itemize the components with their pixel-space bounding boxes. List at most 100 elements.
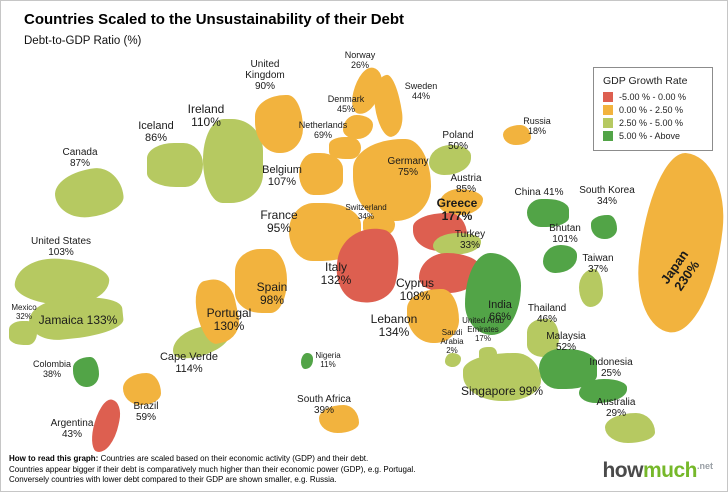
country-name: Russia — [523, 116, 551, 126]
country-name: Italy — [324, 260, 347, 274]
country-debt-value: 37% — [587, 264, 608, 276]
country-name: United States — [30, 236, 92, 247]
country-shape-japan — [631, 149, 727, 337]
country-label-turkey: Turkey 33% — [447, 229, 493, 251]
country-label-united-arab-emirates: United Arab Emirates 17% — [457, 316, 509, 344]
country-name: Denmark — [327, 94, 365, 104]
country-debt-value: 107% — [267, 176, 297, 189]
country-debt-value: 52% — [555, 342, 576, 354]
country-label-denmark: Denmark 45% — [319, 94, 373, 114]
country-label-spain: Spain 98% — [249, 280, 295, 308]
legend: GDP Growth Rate -5.00 % - 0.00 % 0.00 % … — [593, 67, 713, 151]
country-debt-value: 85% — [455, 184, 476, 196]
country-label-india: India 66% — [479, 299, 521, 324]
country-label-austria: Austria 85% — [443, 173, 489, 195]
country-label-cape-verde: Cape Verde 114% — [151, 351, 227, 376]
country-shape-colombia — [73, 357, 99, 387]
country-debt-value: 26% — [350, 60, 369, 71]
country-debt-value: 90% — [254, 81, 275, 93]
legend-label: -5.00 % - 0.00 % — [619, 92, 687, 102]
footer-intro-rest: Countries are scaled based on their econ… — [98, 454, 369, 464]
legend-swatch-yellowgreen — [603, 118, 613, 128]
country-name: Nigeria — [315, 351, 341, 360]
country-debt-value: 95% — [266, 221, 292, 236]
country-label-colombia: Colombia 38% — [29, 359, 75, 379]
country-debt-value: 177% — [441, 209, 473, 224]
legend-item-medium-growth: 2.50 % - 5.00 % — [603, 118, 703, 128]
country-name: Malaysia — [546, 331, 586, 342]
country-label-belgium: Belgium 107% — [255, 164, 309, 189]
country-shape-taiwan — [579, 269, 603, 307]
country-name: Brazil — [133, 401, 159, 412]
country-debt-value: 41% — [540, 187, 564, 198]
footer-line-2: Countries appear bigger if their debt is… — [9, 464, 416, 474]
country-name: Taiwan — [582, 253, 614, 264]
footer-line-1: How to read this graph: Countries are sc… — [9, 454, 415, 465]
country-name: Portugal — [206, 306, 252, 320]
legend-label: 2.50 % - 5.00 % — [619, 118, 684, 128]
country-shape-australia — [605, 413, 655, 443]
legend-swatch-red — [603, 92, 613, 102]
country-shape-turkey — [433, 233, 481, 255]
country-debt-value: 25% — [600, 368, 621, 380]
country-label-brazil: Brazil 59% — [125, 401, 167, 423]
legend-label: 0.00 % - 2.50 % — [619, 105, 684, 115]
country-label-lebanon: Lebanon 134% — [365, 312, 423, 340]
footer-intro-bold: How to read this graph: — [9, 454, 99, 464]
country-label-malaysia: Malaysia 52% — [539, 331, 593, 353]
country-label-australia: Australia 29% — [589, 397, 643, 419]
country-debt-value: 87% — [69, 158, 90, 170]
country-debt-value: 98% — [259, 293, 285, 308]
page-title: Countries Scaled to the Unsustainability… — [24, 11, 405, 28]
country-name: Spain — [256, 280, 288, 294]
country-label-united-states: United States 103% — [21, 236, 101, 258]
country-name: France — [260, 208, 298, 222]
country-label-italy: Italy 132% — [313, 260, 359, 288]
country-name: Germany — [387, 156, 429, 167]
country-label-united-kingdom: United Kingdom 90% — [233, 59, 297, 93]
country-label-indonesia: Indonesia 25% — [583, 357, 639, 379]
howmuch-logo[interactable]: howmuch.net — [602, 459, 713, 483]
country-label-france: France 95% — [253, 208, 305, 236]
country-shape-austria — [439, 189, 483, 215]
country-debt-value: 46% — [536, 314, 557, 326]
country-label-argentina: Argentina 43% — [47, 418, 97, 440]
country-label-ireland: Ireland 110% — [177, 102, 235, 130]
country-debt-value: 101% — [552, 234, 578, 246]
country-shape-india — [465, 253, 521, 335]
country-label-portugal: Portugal 130% — [201, 306, 257, 334]
country-shape-canada — [52, 165, 126, 221]
country-debt-value: 69% — [313, 130, 332, 141]
country-label-canada: Canada 87% — [49, 147, 111, 169]
country-label-taiwan: Taiwan 37% — [575, 253, 621, 275]
country-name: Switzerland — [345, 203, 387, 212]
country-debt-value: 50% — [447, 141, 468, 153]
country-label-greece: Greece 177% — [431, 196, 483, 224]
country-debt-value: 133% — [83, 313, 118, 327]
footer-line-3: Conversely countries with lower debt com… — [9, 475, 337, 485]
country-shape-nigeria — [301, 353, 313, 369]
logo-part-much: much — [642, 459, 698, 482]
country-debt-value: 75% — [397, 167, 418, 179]
country-label-sweden: Sweden 44% — [397, 81, 445, 101]
country-debt-value: 32% — [15, 311, 32, 321]
country-label-germany: Germany 75% — [381, 156, 435, 178]
legend-label: 5.00 % - Above — [619, 131, 681, 141]
country-label-mexico: Mexico 32% — [5, 303, 43, 322]
legend-item-negative-growth: -5.00 % - 0.00 % — [603, 92, 703, 102]
country-name: Ireland — [187, 102, 225, 116]
country-name: Cape Verde — [159, 351, 219, 363]
country-label-jamaica: Jamaica 133% — [31, 313, 125, 327]
country-name: Colombia — [32, 359, 72, 369]
country-debt-value: 134% — [378, 325, 410, 340]
country-name: South Korea — [579, 185, 635, 196]
page-subtitle: Debt-to-GDP Ratio (%) — [24, 35, 142, 47]
country-name: Netherlands — [298, 120, 348, 130]
country-name: Bhutan — [549, 223, 581, 234]
country-label-south-africa: South Africa 39% — [291, 394, 357, 416]
country-debt-value: 39% — [313, 405, 334, 417]
country-name: Austria — [450, 173, 482, 184]
country-debt-value: 130% — [213, 319, 245, 334]
